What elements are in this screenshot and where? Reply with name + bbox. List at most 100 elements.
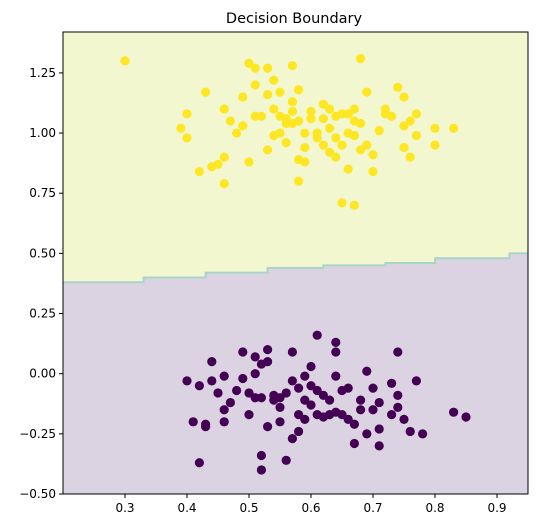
data-point-class0-11 bbox=[219, 417, 229, 427]
data-point-class1-41 bbox=[300, 128, 310, 138]
boundary-line bbox=[63, 252, 528, 284]
data-point-class0-38 bbox=[294, 383, 304, 393]
plot-frame bbox=[62, 31, 529, 495]
data-point-class0-83 bbox=[461, 412, 471, 422]
data-point-class0-43 bbox=[300, 414, 310, 425]
y-tick-label: −0.50 bbox=[19, 487, 56, 501]
data-point-class1-2 bbox=[182, 109, 192, 119]
data-point-class0-0 bbox=[182, 376, 192, 386]
data-point-class0-39 bbox=[294, 409, 304, 420]
data-point-class1-13 bbox=[238, 121, 248, 131]
data-point-class1-20 bbox=[256, 111, 266, 121]
data-point-class0-70 bbox=[374, 397, 384, 408]
data-point-class0-59 bbox=[337, 409, 347, 420]
data-point-class1-47 bbox=[312, 133, 322, 143]
data-point-class0-77 bbox=[393, 402, 403, 412]
data-point-class0-52 bbox=[325, 395, 335, 405]
data-point-class1-83 bbox=[405, 116, 415, 126]
data-point-class1-19 bbox=[250, 80, 260, 90]
data-point-class1-7 bbox=[213, 159, 223, 169]
data-point-class0-32 bbox=[275, 417, 285, 427]
chart-title: Decision Boundary bbox=[226, 11, 363, 27]
data-point-class1-29 bbox=[275, 87, 285, 97]
data-point-class0-66 bbox=[362, 366, 372, 376]
x-tick-label: 0.3 bbox=[115, 501, 134, 515]
data-point-class0-31 bbox=[275, 402, 285, 412]
data-point-class0-76 bbox=[393, 390, 403, 400]
data-point-class1-9 bbox=[219, 152, 229, 162]
data-point-class0-65 bbox=[356, 405, 366, 415]
data-point-class1-44 bbox=[306, 106, 316, 117]
data-point-class1-78 bbox=[393, 82, 403, 92]
data-point-class1-65 bbox=[349, 130, 359, 141]
data-point-class1-45 bbox=[306, 114, 316, 124]
y-tick-label: 0.75 bbox=[29, 186, 56, 200]
data-point-class0-75 bbox=[393, 347, 403, 357]
data-point-class1-11 bbox=[225, 116, 235, 126]
data-point-class1-72 bbox=[368, 150, 378, 160]
data-point-class1-31 bbox=[281, 114, 291, 124]
data-point-class1-68 bbox=[356, 145, 366, 155]
data-point-class0-27 bbox=[263, 422, 273, 432]
data-point-class1-8 bbox=[219, 104, 229, 114]
data-point-class0-55 bbox=[331, 347, 341, 357]
data-point-class0-8 bbox=[213, 388, 223, 398]
data-point-class1-14 bbox=[238, 92, 248, 102]
y-tick-label: 1.25 bbox=[29, 66, 56, 80]
data-point-class1-52 bbox=[325, 123, 335, 133]
data-point-class1-10 bbox=[219, 178, 229, 189]
data-point-class1-87 bbox=[430, 140, 440, 150]
data-point-class1-80 bbox=[399, 121, 409, 131]
data-point-class0-64 bbox=[356, 395, 366, 405]
data-point-class1-58 bbox=[337, 140, 347, 150]
data-point-class0-72 bbox=[374, 441, 384, 451]
data-point-class1-59 bbox=[337, 198, 347, 208]
data-point-class1-43 bbox=[300, 142, 310, 153]
data-point-class0-63 bbox=[349, 438, 359, 449]
data-point-class0-73 bbox=[387, 378, 397, 388]
data-point-class1-32 bbox=[281, 138, 291, 148]
data-point-class1-71 bbox=[362, 140, 372, 150]
x-tick-label: 0.5 bbox=[239, 501, 258, 515]
data-point-class0-23 bbox=[256, 450, 266, 461]
data-point-class0-74 bbox=[387, 409, 397, 420]
data-point-class1-53 bbox=[325, 147, 335, 157]
data-point-class0-56 bbox=[331, 371, 341, 381]
data-point-class1-69 bbox=[356, 53, 366, 64]
x-tick-label: 0.7 bbox=[363, 501, 382, 515]
data-point-class1-42 bbox=[300, 157, 310, 167]
data-point-class1-51 bbox=[325, 104, 335, 114]
data-point-class0-12 bbox=[225, 397, 235, 408]
data-point-class1-66 bbox=[349, 200, 359, 210]
data-point-class1-70 bbox=[362, 87, 372, 97]
data-point-class0-69 bbox=[368, 405, 378, 415]
data-point-class0-33 bbox=[281, 388, 291, 398]
data-point-class0-5 bbox=[201, 422, 211, 432]
data-point-class0-78 bbox=[399, 414, 409, 425]
data-point-class0-50 bbox=[318, 390, 328, 400]
data-point-class0-60 bbox=[343, 383, 353, 393]
x-tick-label: 0.9 bbox=[487, 501, 506, 515]
data-point-class0-6 bbox=[207, 376, 217, 386]
data-point-class0-14 bbox=[238, 347, 248, 357]
data-point-class1-50 bbox=[318, 140, 328, 150]
data-point-class0-36 bbox=[287, 376, 297, 386]
data-point-class0-62 bbox=[349, 419, 359, 429]
data-point-class1-73 bbox=[368, 166, 378, 177]
data-point-class1-85 bbox=[411, 130, 421, 141]
data-point-class1-62 bbox=[343, 164, 353, 174]
data-point-class1-4 bbox=[194, 166, 204, 177]
data-point-class1-25 bbox=[269, 104, 279, 114]
data-point-class1-48 bbox=[318, 99, 328, 109]
data-point-class1-12 bbox=[232, 128, 242, 138]
data-point-class0-10 bbox=[219, 405, 229, 415]
data-point-class1-17 bbox=[250, 63, 260, 73]
data-point-class0-18 bbox=[250, 352, 260, 362]
data-point-class1-77 bbox=[387, 111, 397, 121]
data-point-class1-26 bbox=[269, 75, 279, 85]
data-point-class0-81 bbox=[418, 429, 428, 439]
y-tick-label: −0.25 bbox=[19, 427, 56, 441]
y-tick-label: 0.25 bbox=[29, 307, 56, 321]
data-point-class0-41 bbox=[300, 371, 310, 381]
y-tick-label: 1.00 bbox=[29, 126, 56, 140]
